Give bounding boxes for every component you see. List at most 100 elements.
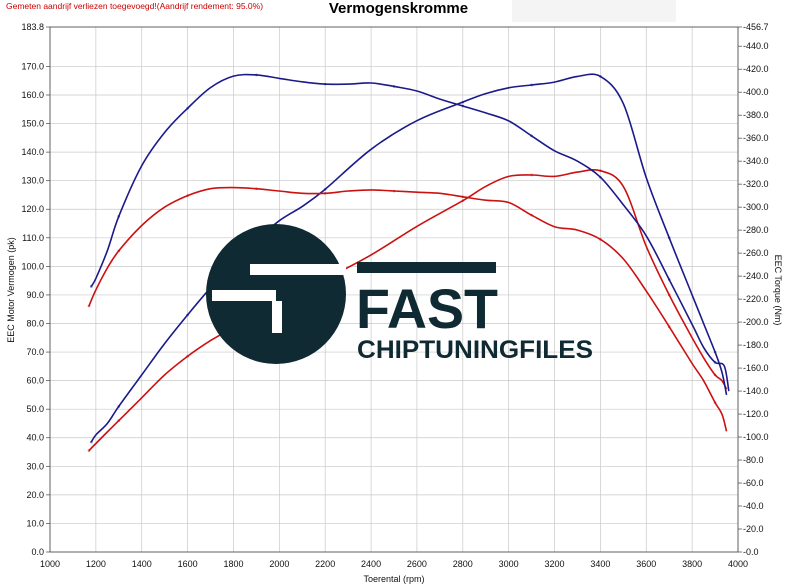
logo-cut-mid [212,290,276,301]
series-point-1 [323,187,327,191]
y-left-tick-label: 110.0 [22,233,44,243]
plot-background [50,27,738,552]
y-left-tick-label: 60.0 [26,376,44,386]
series-point-1 [186,313,189,317]
y-right-tick-label: -456.7 [743,22,769,32]
logo-tagline: CHIPTUNINGFILES [357,336,593,364]
x-tick-label: 3400 [590,559,610,569]
title-background [512,0,676,22]
y-left-tick-label: 0.0 [31,547,44,557]
series-point-0 [186,355,189,358]
x-tick-label: 2400 [361,559,381,569]
y-left-tick-label: 160.0 [21,90,44,100]
series-point-2 [667,325,671,328]
series-point-3 [89,285,93,288]
x-tick-label: 4000 [728,559,748,569]
series-point-3 [713,361,717,364]
series-point-3 [530,134,533,138]
y-right-tick-label: -140.0 [743,386,769,396]
series-point-0 [87,449,91,452]
y-right-tick-label: -380.0 [743,110,769,120]
series-line-0 [88,168,728,452]
y-right-tick-label: -320.0 [743,179,769,189]
y-left-tick-label: 183.8 [21,22,44,32]
y-right-tick-label: -60.0 [743,478,764,488]
series-point-2 [117,249,121,253]
y-left-tick-label: 120.0 [21,204,44,214]
logo-bar [357,262,496,273]
y-left-tick-label: 90.0 [26,290,44,300]
fast-chiptuningfiles-logo: FAST CHIPTUNINGFILES [206,224,593,364]
series-line-1 [90,73,728,443]
y-right-tick-label: -100.0 [743,432,769,442]
series-point-0 [117,419,121,422]
series-point-1 [117,405,121,408]
y-left-tick-label: 140.0 [21,147,44,157]
y-left-tick-label: 170.0 [21,61,44,71]
y-right-tick-label: -20.0 [743,524,764,534]
drivetrain-loss-note: Gemeten aandrijf verliezen toegevoegd!(A… [6,1,264,11]
series-line-3 [90,73,730,392]
y-left-tick-label: 30.0 [26,461,44,471]
x-tick-label: 2800 [453,559,473,569]
y-right-tick-label: -220.0 [743,294,769,304]
series-point-2 [323,192,327,195]
x-tick-label: 1200 [86,559,106,569]
y-right-tick-label: -160.0 [743,363,769,373]
series-group [87,73,730,452]
series-point-3 [599,175,602,179]
series-point-1 [667,236,671,240]
x-tick-label: 3800 [682,559,702,569]
x-tick-label: 3600 [636,559,656,569]
x-tick-label: 1600 [178,559,198,569]
series-point-2 [530,213,533,217]
series-point-0 [461,199,465,202]
y-left-tick-label: 50.0 [26,404,44,414]
x-tick-label: 1800 [223,559,243,569]
series-point-3 [186,106,189,110]
series-point-2 [255,187,258,191]
logo-wordmark: FAST [356,277,498,340]
series-point-2 [599,238,602,241]
y-right-tick-label: -360.0 [743,133,769,143]
x-tick-label: 2600 [407,559,427,569]
series-point-2 [186,194,189,197]
x-axis-label: Toerental (rpm) [363,574,424,584]
series-point-1 [713,350,717,354]
x-tick-label: 3200 [545,559,565,569]
series-point-3 [323,82,327,86]
x-tick-label: 3000 [499,559,519,569]
series-point-0 [667,293,671,297]
y-left-tick-label: 130.0 [21,176,44,186]
series-point-3 [667,278,671,281]
series-point-0 [599,169,602,172]
y-right-tick-label: -80.0 [743,455,764,465]
series-point-3 [255,73,258,77]
y-right-tick-label: -340.0 [743,156,769,166]
y-right-tick-label: -180.0 [743,340,769,350]
chart-title: Vermogenskromme [328,0,469,17]
y-right-tick-label: -420.0 [743,64,769,74]
series-point-2 [87,304,91,308]
y-left-tick-label: 80.0 [26,318,44,328]
y-left-tick-label: 150.0 [21,119,44,129]
x-tick-label: 1400 [132,559,152,569]
plot-frame [49,26,739,553]
y-axis-label-left: EEC Motor Vermogen (pk) [6,237,16,343]
y-right-tick-label: -0.0 [743,547,759,557]
y-right-tick-label: -300.0 [743,202,769,212]
y-left-tick-label: 100.0 [21,261,44,271]
y-right-tick-label: -120.0 [743,409,769,419]
series-point-1 [461,100,465,104]
series-point-2 [461,195,465,199]
axis-ticks: 1000 1200 1400 1600 1800 2000 2200 2400 2600 2800… [21,22,768,569]
series-point-1 [89,440,93,444]
series-point-0 [530,173,533,177]
x-tick-label: 1000 [40,559,60,569]
y-right-tick-label: -240.0 [743,271,769,281]
y-left-tick-label: 40.0 [26,433,44,443]
series-point-1 [530,83,533,87]
y-right-tick-label: -200.0 [743,317,769,327]
logo-cut-low [272,301,282,333]
